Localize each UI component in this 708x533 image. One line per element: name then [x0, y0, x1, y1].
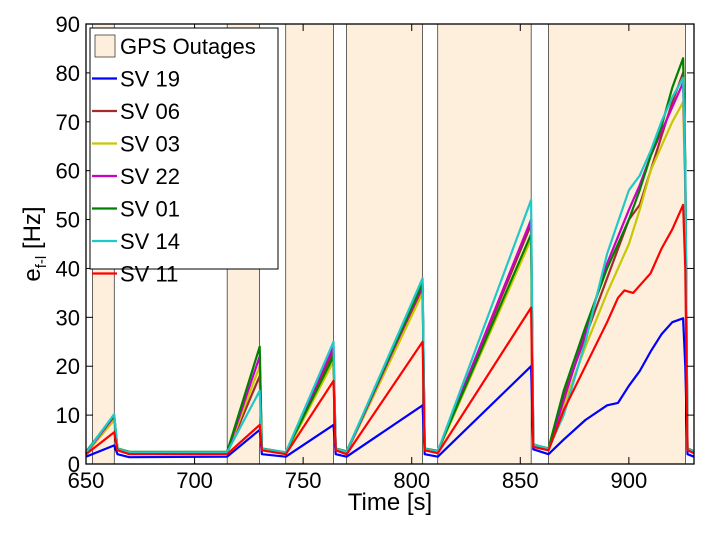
y-axis-title-main: e: [19, 268, 46, 281]
y-tick-label: 40: [56, 256, 80, 281]
y-tick-label: 20: [56, 354, 80, 379]
y-tick-label: 80: [56, 61, 80, 86]
gps-outage-band: [437, 23, 532, 465]
legend-box: [89, 27, 279, 270]
x-tick-label: 900: [610, 468, 647, 493]
legend-label-sv-22: SV 22: [120, 164, 180, 189]
gps-outage-band: [285, 23, 334, 465]
gps-outage-band: [346, 23, 423, 465]
y-tick-label: 30: [56, 305, 80, 330]
legend-label-sv-06: SV 06: [120, 99, 180, 124]
legend-label-sv-14: SV 14: [120, 229, 180, 254]
y-tick-label: 70: [56, 110, 80, 135]
legend: GPS Outages SV 19 SV 06 SV 03 SV 22 SV 01 SV 1…: [89, 27, 279, 287]
y-tick-label: 0: [68, 452, 80, 477]
y-axis-title-subscript: f-l: [33, 256, 50, 269]
legend-label-sv-03: SV 03: [120, 132, 180, 157]
legend-label-sv-11: SV 11: [120, 262, 178, 287]
y-tick-label: 10: [56, 403, 80, 428]
legend-label-gps-outages: GPS Outages: [120, 34, 256, 59]
legend-label-sv-01: SV 01: [120, 197, 180, 222]
series-line-sv-14: [85, 76, 695, 454]
y-tick-label: 50: [56, 208, 80, 233]
x-tick-label: 800: [393, 468, 430, 493]
series-lines: [85, 57, 695, 459]
x-tick-label: 750: [285, 468, 322, 493]
y-axis-title-unit: [Hz]: [19, 206, 46, 255]
x-tick-label: 650: [68, 468, 105, 493]
legend-swatch-gps-outages: [94, 34, 116, 58]
legend-label-sv-19: SV 19: [120, 67, 180, 92]
y-tick-label: 60: [56, 159, 80, 184]
y-axis-title: ef-l [Hz]: [19, 206, 50, 281]
x-tick-label: 700: [176, 468, 213, 493]
plot-frame: [85, 23, 695, 465]
x-tick-label: 850: [502, 468, 539, 493]
series-line-sv-11: [85, 203, 695, 456]
x-axis-title: Time [s]: [348, 489, 432, 516]
y-tick-label: 90: [56, 12, 80, 37]
axis-ticks: 650 700 750 800 850 900 0 10 20 30 40 50 60 70 80 90: [56, 12, 694, 493]
